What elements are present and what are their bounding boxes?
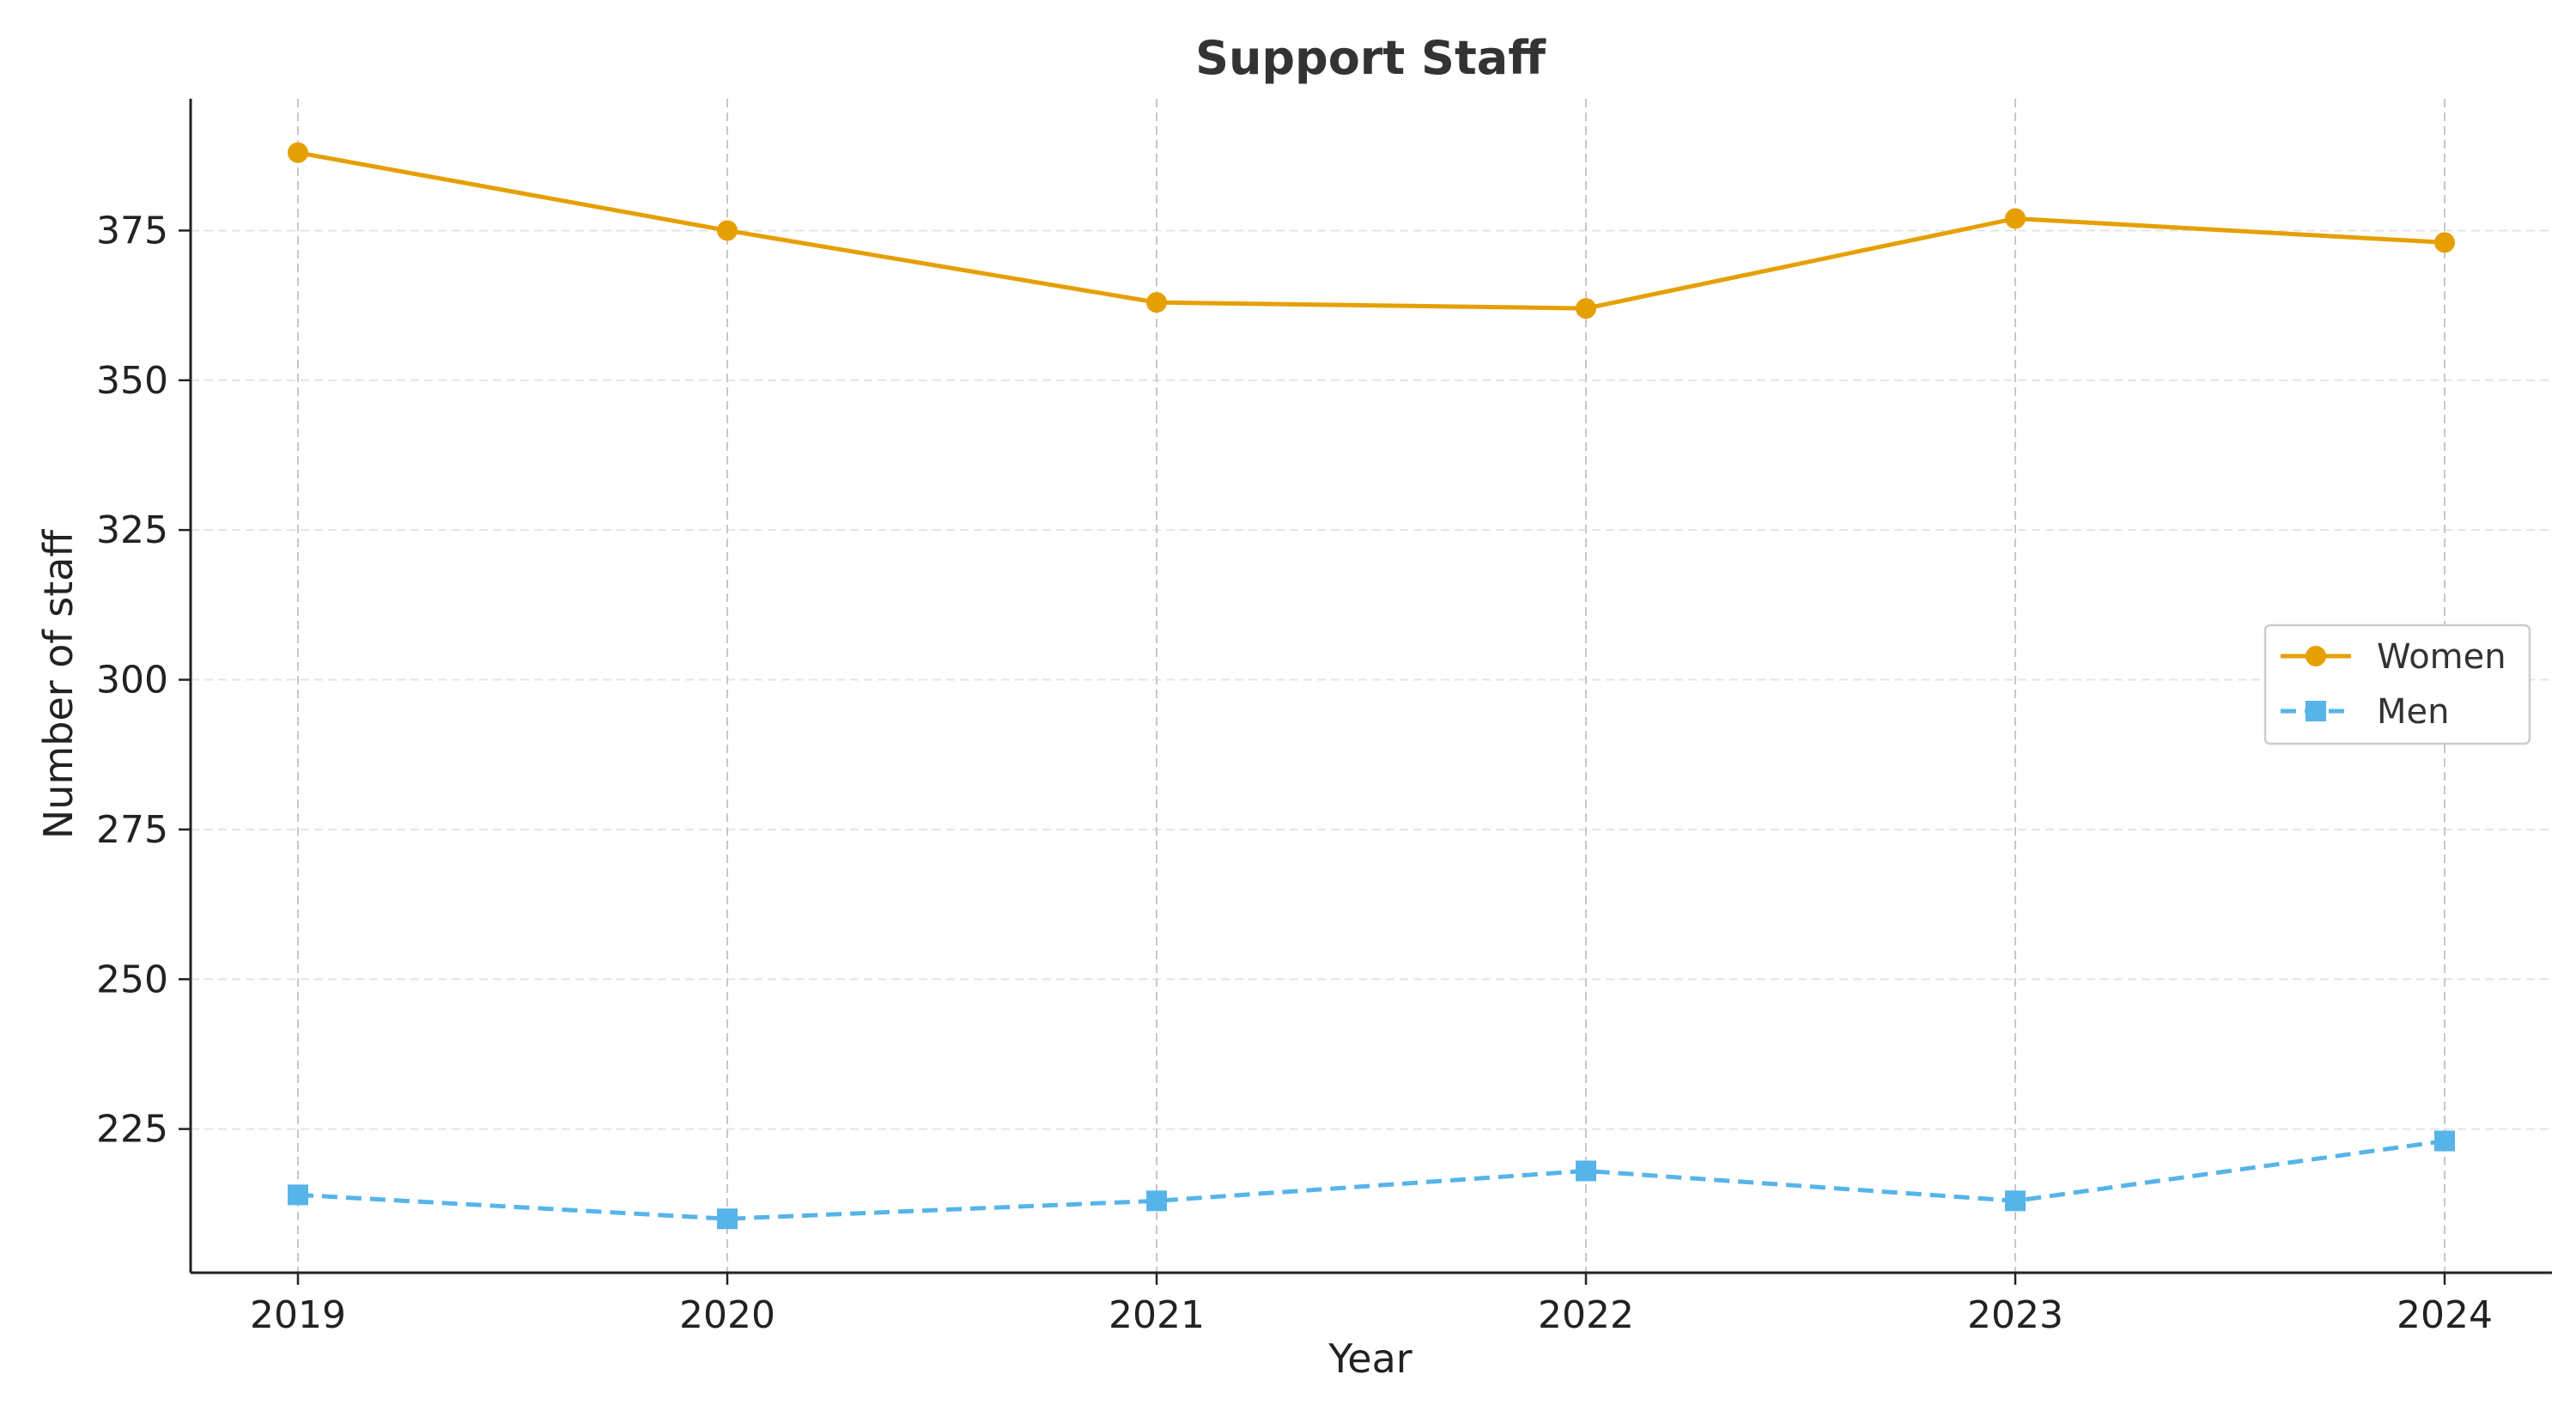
- legend-label-women: Women: [2377, 637, 2506, 677]
- tick-labels: 225 250 275 300 325 350 375 2019 2020 2021 2022 202…: [96, 209, 2493, 1337]
- series-line-women: [297, 150, 2445, 311]
- data-point-women: [1146, 292, 1167, 313]
- x-tick-label: 2020: [679, 1293, 775, 1337]
- y-tick-label: 300: [96, 659, 168, 702]
- data-point-women: [1576, 298, 1596, 319]
- data-series: [288, 142, 2455, 1230]
- legend-marker-women: [2306, 646, 2326, 666]
- x-axis-label: Year: [1327, 1335, 1412, 1382]
- data-point-men: [288, 1184, 308, 1206]
- y-tick-label: 250: [96, 958, 168, 1001]
- x-tick-label: 2022: [1538, 1293, 1634, 1337]
- data-point-men: [2434, 1130, 2455, 1152]
- y-tick-label: 325: [96, 508, 168, 552]
- x-tick-label: 2023: [1967, 1293, 2063, 1337]
- grid-lines: [191, 99, 2552, 1273]
- legend: Women Men: [2263, 623, 2531, 745]
- data-point-women: [2005, 208, 2026, 229]
- data-point-men: [2005, 1190, 2026, 1212]
- data-point-women: [717, 220, 738, 241]
- axes: [179, 99, 2552, 1285]
- data-point-men: [717, 1208, 738, 1230]
- x-tick-label: 2019: [250, 1293, 346, 1337]
- data-point-men: [1576, 1160, 1596, 1182]
- y-axis-label: Number of staff: [35, 529, 82, 840]
- y-tick-label: 275: [96, 808, 168, 852]
- data-point-men: [1146, 1190, 1167, 1212]
- legend-marker-men: [2306, 701, 2326, 721]
- y-tick-label: 375: [96, 209, 168, 252]
- y-tick-label: 225: [96, 1108, 168, 1152]
- data-point-women: [2434, 232, 2455, 253]
- x-tick-label: 2024: [2397, 1293, 2493, 1337]
- y-tick-label: 350: [96, 359, 168, 403]
- data-point-women: [288, 142, 308, 163]
- x-tick-label: 2021: [1109, 1293, 1205, 1337]
- series-line-men: [297, 1139, 2445, 1221]
- legend-label-men: Men: [2377, 692, 2449, 732]
- chart-title: Support Staff: [1195, 31, 1546, 85]
